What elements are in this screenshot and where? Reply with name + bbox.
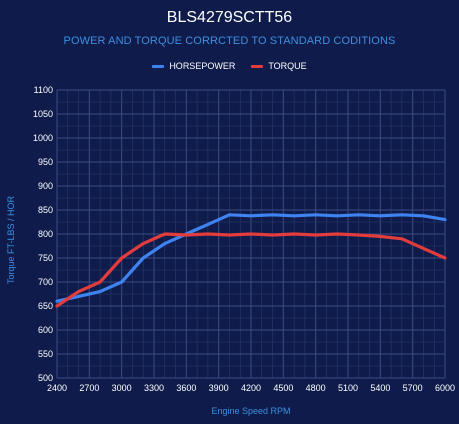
chart-subtitle: POWER AND TORQUE CORRCTED TO STANDARD CO… xyxy=(63,35,396,47)
y-tick-label: 650 xyxy=(38,301,53,311)
x-tick-label: 2700 xyxy=(79,383,99,393)
x-tick-label: 5700 xyxy=(403,383,423,393)
y-axis-label: Torque FT-LBS / HOR xyxy=(6,195,16,285)
y-tick-label: 500 xyxy=(38,373,53,383)
y-tick-label: 1100 xyxy=(34,85,53,95)
x-tick-label: 6000 xyxy=(435,383,455,393)
y-tick-label: 1000 xyxy=(33,133,53,143)
legend-swatch-torque xyxy=(251,64,264,68)
series-line-torque xyxy=(55,232,447,308)
y-tick-label: 700 xyxy=(38,277,53,287)
y-tick-label: 800 xyxy=(38,229,53,239)
legend-label-torque: TORQUE xyxy=(268,61,307,71)
x-tick-label: 4800 xyxy=(306,383,326,393)
y-tick-label: 900 xyxy=(38,181,53,191)
y-tick-label: 600 xyxy=(38,325,53,335)
x-tick-label: 5400 xyxy=(370,383,390,393)
x-tick-label: 3000 xyxy=(112,383,132,393)
chart-title: BLS4279SCTT56 xyxy=(166,9,293,26)
x-tick-label: 3300 xyxy=(144,383,164,393)
x-axis-label: Engine Speed RPM xyxy=(211,406,291,416)
y-tick-label: 550 xyxy=(38,349,53,359)
y-tick-label: 850 xyxy=(38,205,53,215)
legend-label-horsepower: HORSEPOWER xyxy=(169,61,236,71)
y-tick-label: 750 xyxy=(38,253,53,263)
chart-legend: HORSEPOWER TORQUE xyxy=(0,61,459,71)
x-tick-label: 3900 xyxy=(209,383,229,393)
x-tick-label: 4200 xyxy=(241,383,261,393)
x-tick-label: 5100 xyxy=(338,383,358,393)
x-tick-label: 2400 xyxy=(47,383,67,393)
legend-item-torque[interactable]: TORQUE xyxy=(251,61,307,71)
series-line-horsepower xyxy=(55,213,447,303)
x-tick-label: 3600 xyxy=(176,383,196,393)
legend-swatch-horsepower xyxy=(152,64,165,68)
legend-item-horsepower[interactable]: HORSEPOWER xyxy=(152,61,235,71)
y-tick-label: 950 xyxy=(38,157,53,167)
y-tick-label: 1050 xyxy=(33,109,53,119)
x-tick-label: 4500 xyxy=(273,383,293,393)
